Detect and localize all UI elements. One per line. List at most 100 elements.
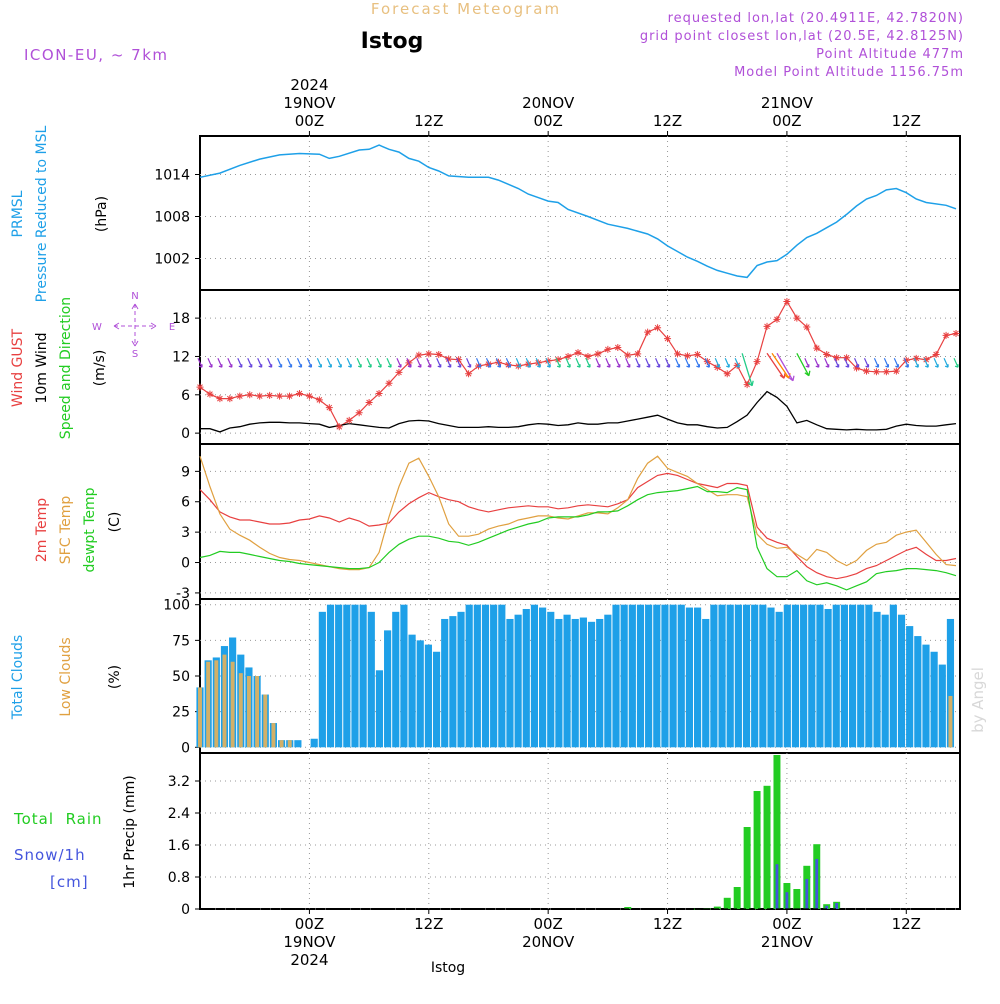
total-clouds-bar [783, 604, 791, 748]
total-clouds-bar [555, 618, 563, 748]
wind-direction-arrow [834, 357, 840, 368]
grid-lines [200, 131, 960, 914]
model-name: ICON-EU, ~ 7km [24, 46, 169, 64]
y-tick-label: 75 [172, 633, 190, 649]
total-clouds-bar [506, 618, 514, 748]
wind-direction-arrow [207, 357, 213, 368]
gust-marker [385, 379, 393, 387]
gust-marker [773, 315, 781, 323]
gust-marker [276, 392, 284, 400]
requested-coords: requested lon,lat (20.4911E, 42.7820N) [668, 11, 964, 26]
wind-direction-arrow [724, 357, 730, 368]
total-clouds-bar [359, 604, 367, 748]
gust-marker [693, 351, 701, 359]
wind-direction-arrow [923, 357, 929, 368]
rain-bar [733, 887, 741, 909]
wind-direction-arrow [356, 357, 362, 368]
wind-direction-arrow [316, 357, 322, 368]
gust-marker [932, 351, 940, 359]
low-clouds-label: Low Clouds [58, 637, 74, 716]
gust-marker [196, 383, 204, 391]
wind-direction-arrow [515, 357, 521, 368]
gust-marker [325, 404, 333, 412]
gust-marker [266, 391, 274, 399]
total-clouds-bar [889, 604, 897, 748]
low-clouds-bar [230, 661, 235, 748]
total-clouds-bar [530, 604, 539, 748]
compass-east: E [169, 322, 175, 333]
wind-direction-arrow [664, 357, 671, 368]
location-title: Istog [361, 29, 424, 54]
gust-marker [624, 351, 632, 359]
wind-direction-arrow [824, 357, 830, 368]
series-line-dewpt-temp [199, 485, 957, 591]
total-clouds-bar [628, 604, 636, 748]
gust-marker [236, 392, 244, 400]
wind-direction-arrow [217, 357, 223, 368]
total-clouds-bar [457, 611, 465, 748]
total-clouds-bar [775, 611, 783, 748]
wind-direction-arrow [595, 357, 601, 368]
gust-marker [922, 356, 930, 364]
gust-marker [594, 350, 602, 358]
total-clouds-bar [938, 664, 946, 748]
y-tick-label: 1.6 [168, 838, 190, 854]
total-clouds-bar [620, 604, 628, 748]
rain-bar [773, 755, 781, 909]
total-clouds-bar [734, 604, 742, 748]
total-clouds-bar [441, 618, 449, 748]
wind-direction-arrow [267, 357, 273, 368]
wind-direction-arrow [674, 357, 681, 368]
gust-marker [882, 368, 890, 376]
wind-direction-arrow [555, 357, 561, 368]
chart-title: Forecast Meteogram [371, 0, 561, 18]
snow-bar [785, 892, 789, 909]
wind-direction-arrow [776, 352, 795, 382]
wind-direction-arrow [804, 357, 810, 368]
total-clouds-bar [865, 604, 873, 748]
gust-marker [504, 361, 512, 369]
gust-marker [465, 370, 473, 378]
time-label-bottom: 20NOV [522, 933, 575, 951]
wind-direction-label: Speed and Direction [58, 297, 74, 439]
wind-direction-arrow [197, 357, 203, 368]
low-clouds-bar [255, 676, 260, 748]
total-clouds-bar [816, 604, 824, 748]
y-tick-label: 6 [181, 388, 190, 404]
wind-direction-arrow [505, 357, 511, 368]
total-clouds-bar [449, 616, 457, 748]
total-clouds-bar [571, 618, 579, 748]
y-tick-label: 1014 [154, 168, 190, 184]
total-clouds-bar [742, 604, 751, 748]
total-clouds-bar [832, 604, 840, 748]
time-label-bottom: 12Z [653, 915, 682, 933]
total-clouds-bar [873, 611, 881, 748]
wind-direction-arrow [237, 357, 243, 368]
clouds-unit: (%) [107, 665, 123, 689]
total-clouds-bar [759, 604, 767, 748]
wind-direction-arrow [913, 357, 919, 368]
low-clouds-bar [287, 740, 292, 748]
wind-direction-arrow [525, 357, 531, 368]
y-axes: 1002 1008 1014 0 6 12 18 -3 0 3 6 9 0 25 50 75 100 0 0.8 1.… [154, 168, 200, 918]
gust-marker [952, 329, 960, 337]
gust-marker [305, 392, 313, 400]
gust-marker [872, 368, 880, 376]
wind-direction-arrow [684, 357, 691, 368]
total-clouds-bar [294, 740, 302, 748]
wind-direction-arrow [286, 357, 293, 368]
snow-bar [835, 903, 839, 909]
total-clouds-bar [547, 611, 555, 748]
total-clouds-bar [685, 607, 694, 748]
gust-marker [723, 370, 731, 378]
total-clouds-bar [416, 640, 424, 748]
wind-direction-arrow [585, 357, 591, 368]
wind-direction-arrow [446, 357, 452, 368]
gust-marker [793, 314, 801, 322]
time-label-bottom: 12Z [892, 915, 921, 933]
rain-bar [793, 889, 801, 909]
time-label-bottom: 00Z [533, 915, 562, 933]
point-altitude: Point Altitude 477m [816, 47, 964, 62]
wind-direction-arrow [565, 357, 571, 368]
